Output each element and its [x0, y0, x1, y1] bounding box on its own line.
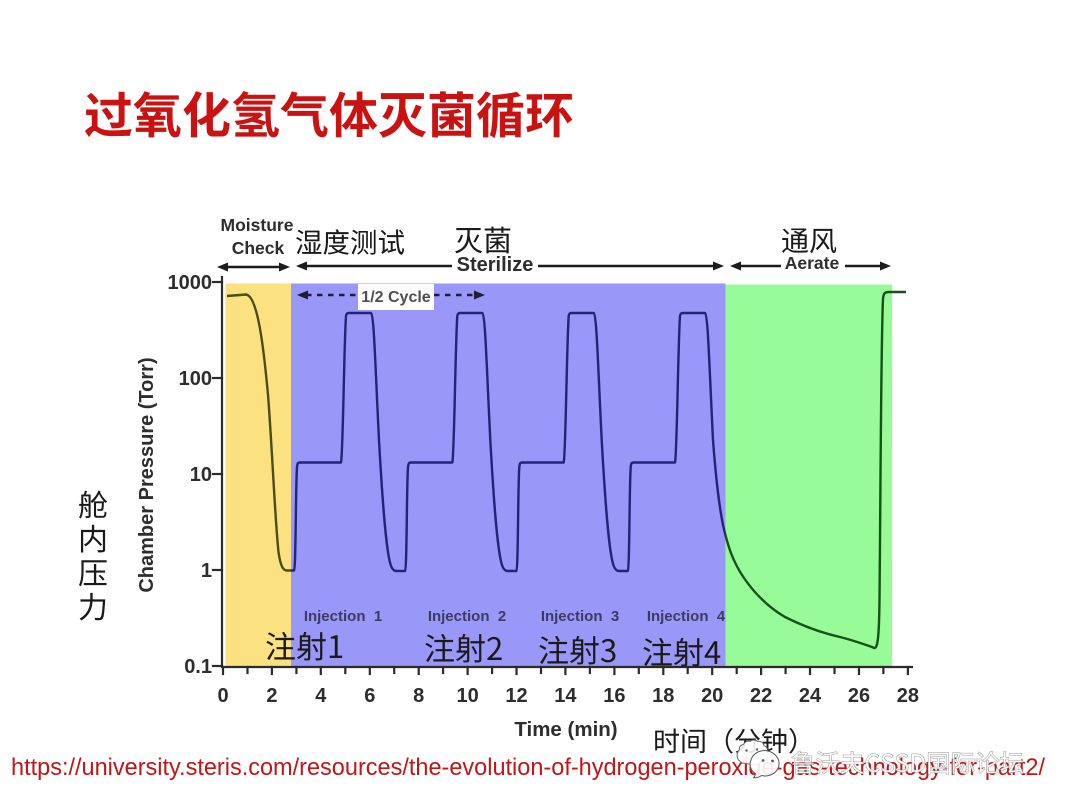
svg-text:Aerate: Aerate [785, 253, 840, 273]
svg-text:Injection 3: Injection 3 [541, 608, 619, 625]
svg-text:Sterilize: Sterilize [457, 254, 534, 276]
svg-text:Injection 1: Injection 1 [304, 608, 382, 625]
svg-text:18: 18 [652, 685, 674, 707]
svg-text:Check: Check [232, 238, 285, 258]
svg-text:1/2 Cycle: 1/2 Cycle [361, 289, 430, 306]
svg-text:100: 100 [179, 368, 212, 390]
svg-text:Injection 2: Injection 2 [428, 608, 506, 625]
svg-text:1000: 1000 [168, 272, 213, 294]
svg-text:16: 16 [603, 685, 625, 707]
svg-text:24: 24 [799, 685, 822, 707]
svg-text:0.1: 0.1 [184, 656, 212, 678]
svg-text:28: 28 [897, 685, 919, 707]
svg-text:12: 12 [505, 685, 527, 707]
svg-text:2: 2 [266, 685, 277, 707]
svg-text:20: 20 [701, 685, 723, 707]
svg-text:10: 10 [190, 464, 212, 486]
svg-text:Injection 4: Injection 4 [647, 608, 726, 625]
svg-text:22: 22 [750, 685, 772, 707]
svg-text:0: 0 [217, 685, 228, 707]
svg-text:14: 14 [554, 685, 577, 707]
svg-text:1: 1 [201, 560, 212, 582]
svg-text:6: 6 [364, 685, 375, 707]
svg-text:https://university.steris.com/: https://university.steris.com/resources/… [11, 754, 1045, 781]
svg-text:4: 4 [315, 685, 327, 707]
svg-text:8: 8 [413, 685, 424, 707]
svg-text:26: 26 [848, 685, 870, 707]
svg-text:Time (min): Time (min) [514, 718, 617, 741]
svg-text:Chamber Pressure (Torr): Chamber Pressure (Torr) [136, 357, 158, 592]
svg-text:10: 10 [456, 685, 478, 707]
svg-text:Moisture: Moisture [221, 215, 294, 235]
